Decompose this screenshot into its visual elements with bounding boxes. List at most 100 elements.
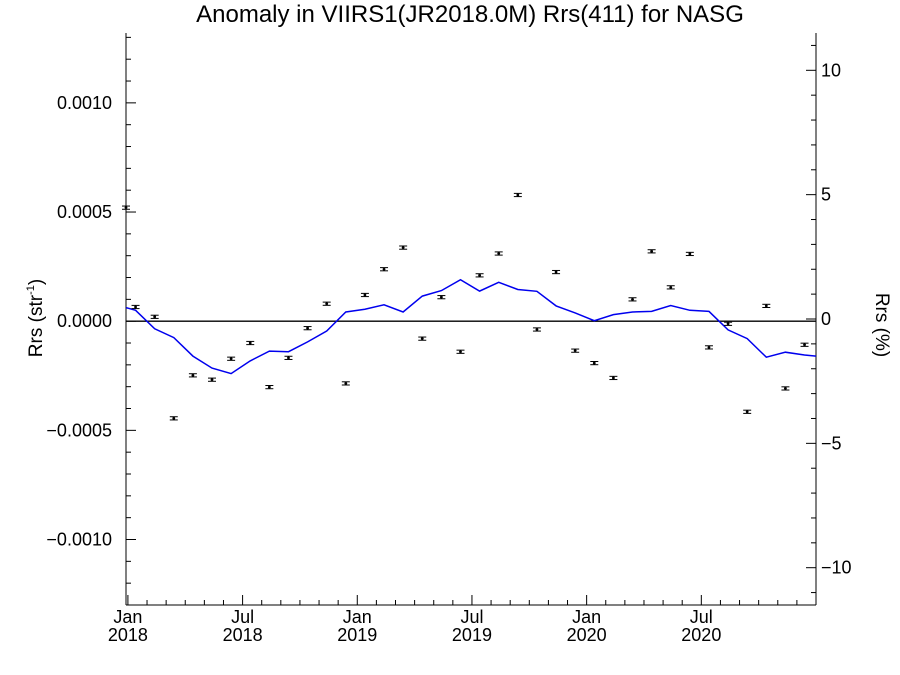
data-point (571, 348, 580, 353)
x-tick-label-month: Jul (460, 607, 483, 627)
point-marker (248, 341, 252, 345)
data-point (122, 205, 130, 210)
point-marker (669, 285, 673, 289)
point-marker (611, 376, 615, 380)
data-point (762, 303, 771, 309)
y-right-axis: 10 5 0 −5 −10 (806, 44, 852, 594)
data-point (341, 381, 350, 386)
point-marker (803, 343, 806, 347)
y-left-tick-label: 0.0000 (57, 311, 112, 331)
chart-title: Anomaly in VIIRS1(JR2018.0M) Rrs(411) fo… (196, 1, 744, 28)
point-marker (784, 387, 787, 390)
data-point (303, 326, 312, 331)
point-marker (439, 295, 443, 299)
x-tick-label-year: 2019 (337, 625, 377, 645)
data-point (360, 292, 369, 298)
y-axis-label-right: Rrs (%) (871, 293, 892, 357)
x-tick-label-month: Jul (690, 607, 713, 627)
point-marker (124, 206, 128, 210)
x-tick-label-year: 2019 (452, 625, 492, 645)
series-points-group (122, 192, 809, 421)
x-tick-label-month: Jan (572, 607, 601, 627)
data-point (456, 349, 465, 354)
data-point (532, 327, 541, 332)
data-point (590, 361, 599, 366)
point-marker (287, 356, 290, 360)
data-point (494, 251, 503, 256)
y-left-tick-label: −0.0005 (46, 420, 112, 440)
x-tick-label-year: 2020 (567, 625, 607, 645)
point-marker (134, 305, 137, 309)
point-marker (764, 304, 768, 308)
point-marker (554, 270, 558, 274)
data-point (781, 386, 790, 391)
data-point (800, 342, 809, 347)
data-point (208, 377, 217, 382)
data-point (685, 251, 694, 257)
point-marker (382, 267, 386, 271)
point-marker (592, 361, 596, 365)
point-marker (363, 293, 367, 297)
data-point (131, 304, 140, 310)
data-point (743, 409, 752, 414)
data-point (227, 356, 236, 361)
data-point (666, 285, 675, 290)
point-marker (573, 349, 577, 353)
series-blue-line-group (125, 278, 817, 375)
point-marker (267, 385, 271, 389)
y-right-tick-label: −10 (821, 558, 852, 578)
point-marker (325, 302, 329, 306)
point-marker (191, 373, 195, 377)
y-left-tick-label: 0.0005 (57, 202, 112, 222)
x-tick-label-year: 2020 (681, 625, 721, 645)
data-point (513, 192, 522, 198)
point-marker (459, 350, 462, 354)
point-marker (306, 326, 309, 330)
y-right-tick-label: 5 (821, 185, 831, 205)
x-tick-label-year: 2018 (108, 625, 148, 645)
point-marker (535, 328, 539, 331)
point-marker (745, 410, 749, 414)
data-point (437, 295, 446, 300)
point-marker (401, 246, 405, 250)
data-point (418, 336, 427, 341)
data-point (609, 375, 618, 381)
data-point (246, 340, 255, 346)
data-point (150, 314, 159, 319)
y-left-tick-label: 0.0010 (57, 93, 112, 113)
point-marker (631, 297, 634, 301)
y-axis-label-left: Rrs (str-1) (25, 279, 47, 357)
x-axis: Jan2018Jul2018Jan2019Jul2019Jan2020Jul20… (108, 595, 817, 645)
data-point (647, 249, 656, 254)
point-marker (478, 273, 482, 277)
data-point (265, 385, 274, 390)
point-marker (344, 382, 348, 385)
point-marker (726, 322, 730, 326)
x-tick-label-month: Jan (113, 607, 142, 627)
data-point (399, 245, 408, 250)
point-marker (650, 249, 654, 253)
y-left-axis: 0.0010 0.0005 0.0000 −0.0005 −0.0010 (46, 36, 136, 606)
series-line-path (125, 278, 817, 375)
x-tick-label-month: Jul (231, 607, 254, 627)
y-left-tick-label: −0.0010 (46, 530, 112, 550)
data-point (188, 373, 197, 378)
y-right-tick-label: 10 (821, 60, 841, 80)
data-point (322, 301, 331, 306)
data-point (628, 297, 637, 302)
data-point (704, 345, 713, 350)
point-marker (516, 193, 520, 197)
y-right-tick-label: 0 (821, 309, 831, 329)
point-marker (172, 416, 176, 420)
data-point (169, 416, 178, 421)
point-marker (707, 345, 711, 349)
data-point (380, 267, 389, 272)
x-tick-label-year: 2018 (223, 625, 263, 645)
point-marker (420, 337, 424, 341)
y-right-tick-label: −5 (821, 433, 842, 453)
point-marker (688, 252, 692, 256)
data-point (475, 273, 484, 278)
data-point (552, 269, 561, 275)
